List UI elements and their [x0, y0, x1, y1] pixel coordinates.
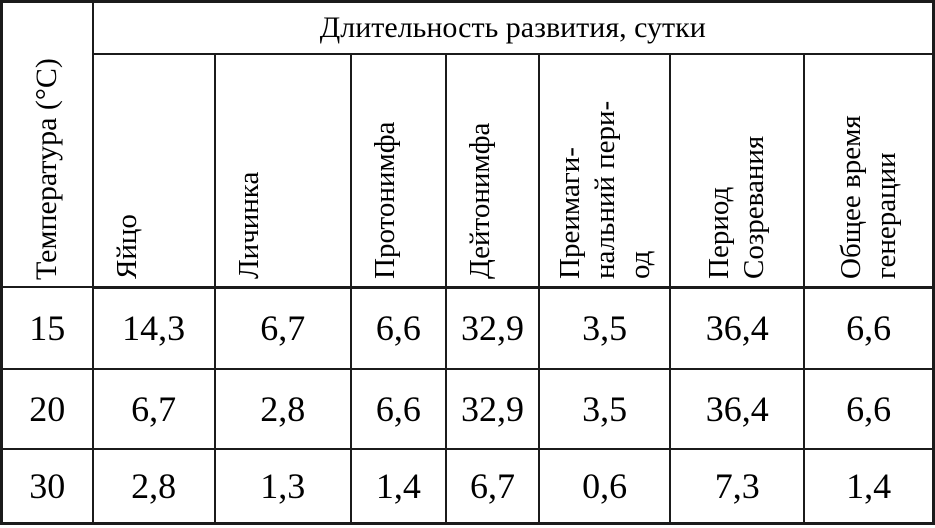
value-cell: 3,5 — [538, 286, 672, 370]
col-header-larva: Личинка — [213, 53, 352, 289]
value-cell: 3,5 — [538, 368, 672, 450]
value-cell: 2,8 — [213, 368, 352, 450]
col-header-protonymph-label: Протонимфа — [368, 121, 401, 280]
value-cell: 14,3 — [91, 286, 216, 370]
col-header-maturation-period-label: Период Созревания — [703, 136, 771, 280]
value-cell: 6,6 — [349, 286, 447, 370]
group-header-row: Температура (°С) Длительность развития, … — [0, 0, 935, 288]
col-header-deutonymph-label: Дейтонимфа — [463, 122, 496, 280]
value-cell: 32,9 — [444, 368, 541, 450]
group-header-cell: Длительность развития, сутки — [91, 0, 935, 55]
value-cell: 1,4 — [803, 448, 935, 524]
table-row-20: 20 6,7 2,8 6,6 32,9 3,5 36,4 6,6 — [0, 368, 935, 450]
col-header-maturation-period: Период Созревания — [669, 53, 806, 289]
value-cell: 7,3 — [669, 448, 806, 524]
value-cell: 0,6 — [538, 448, 672, 524]
col-header-deutonymph: Дейтонимфа — [444, 53, 541, 289]
col-header-preimaginal-period: Преимаги- нальний пери- од — [538, 53, 672, 289]
value-cell: 2,8 — [91, 448, 216, 524]
value-cell: 32,9 — [444, 286, 541, 370]
table-row-15: 15 14,3 6,7 6,6 32,9 3,5 36,4 6,6 — [0, 286, 935, 370]
corner-header-wrap: Температура (°С) — [3, 3, 92, 286]
value-cell: 6,6 — [803, 286, 935, 370]
col-header-egg: Яйцо — [91, 53, 216, 289]
value-cell: 6,6 — [349, 368, 447, 450]
col-header-total-generation-time: Общее время генерации — [803, 53, 935, 289]
corner-header-cell: Температура (°С) — [0, 0, 94, 288]
temperature-axis-label: Температура (°С) — [30, 58, 64, 280]
col-header-protonymph: Протонимфа — [349, 53, 447, 289]
temperature-cell: 20 — [0, 368, 94, 450]
col-header-larva-label: Личинка — [232, 171, 265, 280]
value-cell: 6,7 — [91, 368, 216, 450]
temperature-cell: 30 — [0, 448, 94, 524]
col-header-preimaginal-period-label: Преимаги- нальний пери- од — [553, 101, 656, 280]
value-cell: 6,7 — [213, 286, 352, 370]
table-row-30: 30 2,8 1,3 1,4 6,7 0,6 7,3 1,4 — [0, 448, 935, 524]
temperature-cell: 15 — [0, 286, 94, 370]
value-cell: 1,4 — [349, 448, 447, 524]
column-header-row: Яйцо Личинка Протонимфа Дейтонимфа Преим… — [2, 53, 935, 289]
col-header-egg-label: Яйцо — [110, 214, 143, 280]
value-cell: 36,4 — [669, 286, 806, 370]
value-cell: 36,4 — [669, 368, 806, 450]
value-cell: 1,3 — [213, 448, 352, 524]
col-header-total-generation-time-label: Общее время генерации — [834, 115, 902, 280]
value-cell: 6,7 — [444, 448, 541, 524]
value-cell: 6,6 — [803, 368, 935, 450]
